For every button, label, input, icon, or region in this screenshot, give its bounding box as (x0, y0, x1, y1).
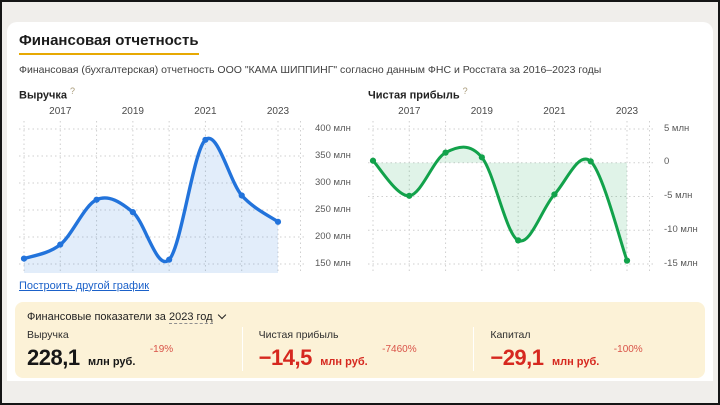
build-chart-link[interactable]: Построить другой график (19, 279, 150, 292)
y-tick-label: 400 млн (315, 122, 351, 134)
y-tick-label: 200 млн (315, 230, 351, 242)
x-tick-label: 2021 (543, 105, 566, 117)
indicator-unit: млн руб. (551, 356, 600, 368)
chart-header: Чистая прибыль? (368, 86, 703, 102)
revenue-chart: Выручка? 2017 2019 2021 2023 400 млн 350 млн… (19, 86, 354, 273)
y-tick-label: 350 млн (315, 149, 351, 161)
chart-title: Выручка (19, 89, 68, 102)
indicator-label: Выручка (27, 329, 69, 341)
indicator-value: 228,1 (27, 345, 80, 370)
y-tick-label: 250 млн (315, 203, 351, 215)
chart-title: Чистая прибыль (368, 89, 460, 102)
help-icon[interactable]: ? (70, 86, 76, 96)
y-axis-labels: 400 млн 350 млн 300 млн 250 млн 200 млн 150 м… (306, 106, 354, 273)
panel-header: Финансовые показатели за 2023 год (27, 310, 705, 324)
year-selector[interactable]: 2023 год (169, 311, 213, 324)
chart-header: Выручка? (19, 86, 354, 102)
charts-row: Выручка? 2017 2019 2021 2023 400 млн 350 млн… (19, 86, 703, 273)
x-tick-label: 2019 (470, 105, 493, 117)
indicator-change: -19% (149, 344, 174, 355)
y-axis-labels: 5 млн 0 -5 млн -10 млн -15 млн (655, 106, 703, 273)
indicator-unit: млн руб. (88, 356, 136, 368)
indicator-capital: Капитал −29,1 млн руб. -100% (473, 327, 705, 371)
indicators-panel: Финансовые показатели за 2023 год Выручк… (15, 302, 705, 378)
indicator-revenue: Выручка 228,1 млн руб. -19% (15, 327, 242, 371)
x-tick-label: 2017 (49, 105, 72, 117)
panel-header-prefix: Финансовые показатели за (27, 311, 166, 323)
x-axis-labels: 2017 2019 2021 2023 (368, 106, 655, 121)
y-tick-label: -10 млн (664, 223, 698, 235)
y-tick-label: -5 млн (664, 190, 693, 202)
y-tick-label: 5 млн (664, 122, 690, 134)
indicator-change: -100% (613, 344, 643, 355)
help-icon[interactable]: ? (462, 86, 468, 96)
page-title: Финансовая отчетность (19, 32, 199, 55)
net-profit-chart: Чистая прибыль? 2017 2019 2021 2023 5 млн 0 -… (368, 86, 703, 273)
chevron-down-icon (217, 310, 226, 320)
x-tick-label: 2019 (121, 105, 144, 117)
y-tick-label: 150 млн (315, 257, 351, 269)
plot-area[interactable] (368, 120, 655, 273)
plot-area[interactable] (19, 120, 306, 273)
indicator-unit: млн руб. (320, 356, 368, 368)
x-tick-label: 2017 (398, 105, 421, 117)
indicator-change: -7460% (382, 344, 417, 355)
y-tick-label: 0 (664, 156, 670, 168)
page-subtitle: Финансовая (бухгалтерская) отчетность ОО… (19, 64, 602, 76)
indicator-label: Капитал (490, 329, 531, 341)
x-tick-label: 2023 (266, 105, 290, 117)
y-tick-label: -15 млн (664, 257, 698, 269)
x-tick-label: 2021 (194, 105, 217, 117)
indicator-label: Чистая прибыль (258, 329, 339, 341)
indicator-net-profit: Чистая прибыль −14,5 млн руб. -7460% (241, 327, 474, 371)
x-tick-label: 2023 (615, 105, 639, 117)
y-tick-label: 300 млн (315, 176, 351, 188)
indicator-value: −29,1 (490, 345, 544, 370)
indicator-value: −14,5 (258, 345, 313, 370)
x-axis-labels: 2017 2019 2021 2023 (19, 106, 306, 121)
content-card: Финансовая отчетность Финансовая (бухгал… (7, 22, 713, 381)
